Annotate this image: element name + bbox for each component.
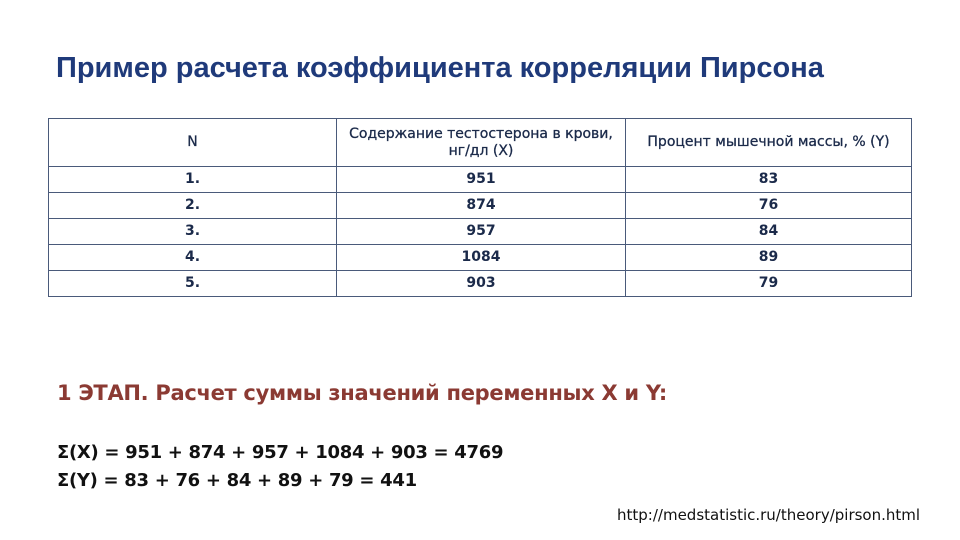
header-n: N <box>48 118 337 167</box>
cell-x: 874 <box>336 192 626 219</box>
cell-x: 903 <box>336 270 626 297</box>
table-row: 2. 874 76 <box>48 192 912 219</box>
cell-x: 951 <box>336 166 626 193</box>
cell-y: 76 <box>625 192 912 219</box>
cell-n: 2. <box>48 192 337 219</box>
cell-n: 3. <box>48 218 337 245</box>
cell-x: 957 <box>336 218 626 245</box>
cell-y: 83 <box>625 166 912 193</box>
table-row: 5. 903 79 <box>48 270 912 297</box>
slide-title: Пример расчета коэффициента корреляции П… <box>56 52 824 84</box>
header-y: Процент мышечной массы, % (Y) <box>625 118 912 167</box>
data-table: N Содержание тестостерона в крови, нг/дл… <box>48 118 912 297</box>
sum-y-formula: Σ(Y) = 83 + 76 + 84 + 89 + 79 = 441 <box>57 470 417 491</box>
stage-heading: 1 ЭТАП. Расчет суммы значений переменных… <box>57 381 667 405</box>
source-link[interactable]: http://medstatistic.ru/theory/pirson.htm… <box>617 506 921 524</box>
cell-n: 4. <box>48 244 337 271</box>
table-row: 3. 957 84 <box>48 218 912 245</box>
sum-x-formula: Σ(X) = 951 + 874 + 957 + 1084 + 903 = 47… <box>57 442 504 463</box>
cell-x: 1084 <box>336 244 626 271</box>
cell-y: 84 <box>625 218 912 245</box>
cell-n: 5. <box>48 270 337 297</box>
cell-y: 89 <box>625 244 912 271</box>
cell-y: 79 <box>625 270 912 297</box>
table-header-row: N Содержание тестостерона в крови, нг/дл… <box>48 118 912 167</box>
table-row: 4. 1084 89 <box>48 244 912 271</box>
cell-n: 1. <box>48 166 337 193</box>
header-x: Содержание тестостерона в крови, нг/дл (… <box>336 118 626 167</box>
table-row: 1. 951 83 <box>48 166 912 193</box>
